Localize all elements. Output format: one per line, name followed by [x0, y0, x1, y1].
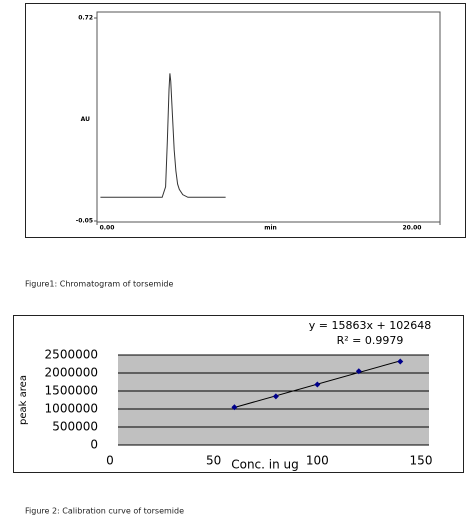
x-tick-label: 150: [410, 454, 433, 468]
data-point: [272, 393, 279, 400]
y-axis-label: peak area: [18, 375, 29, 425]
x-tick-label: 20.00: [403, 225, 422, 232]
x-axis-label: min: [264, 225, 277, 232]
y-tick-label: 1000000: [45, 402, 98, 416]
y-tick-label: 1500000: [45, 384, 98, 398]
data-point: [355, 368, 362, 375]
chromatogram-line: [100, 73, 226, 198]
figure1-frame: [25, 3, 466, 238]
x-tick-label: 0: [106, 454, 114, 468]
y-tick-label: 500000: [52, 420, 98, 434]
x-tick-label: 0.00: [100, 225, 115, 232]
y-tick-label: 0: [90, 438, 98, 452]
caption: Figure 2: Calibration curve of torsemide: [25, 507, 184, 516]
y-tick-label: 0.72: [78, 15, 93, 22]
plot-area: [118, 355, 429, 445]
x-tick-label: 50: [206, 454, 221, 468]
data-point: [231, 404, 238, 411]
caption: Figure1: Chromatogram of torsemide: [25, 280, 174, 289]
annotation: R² = 0.9979: [337, 334, 404, 347]
y-axis-label: AU: [81, 116, 90, 123]
data-point: [397, 358, 404, 365]
y-tick-label: 2500000: [45, 348, 98, 362]
y-tick-label: 2000000: [45, 366, 98, 380]
annotation: y = 15863x + 102648: [309, 319, 431, 332]
data-point: [314, 381, 321, 388]
plot1-frame: [96, 11, 441, 223]
figure2-frame: [13, 315, 464, 473]
x-tick-label: 100: [306, 454, 329, 468]
x-axis-label: Conc. in ug: [231, 458, 299, 472]
y-tick-label: -0.05: [76, 218, 93, 225]
